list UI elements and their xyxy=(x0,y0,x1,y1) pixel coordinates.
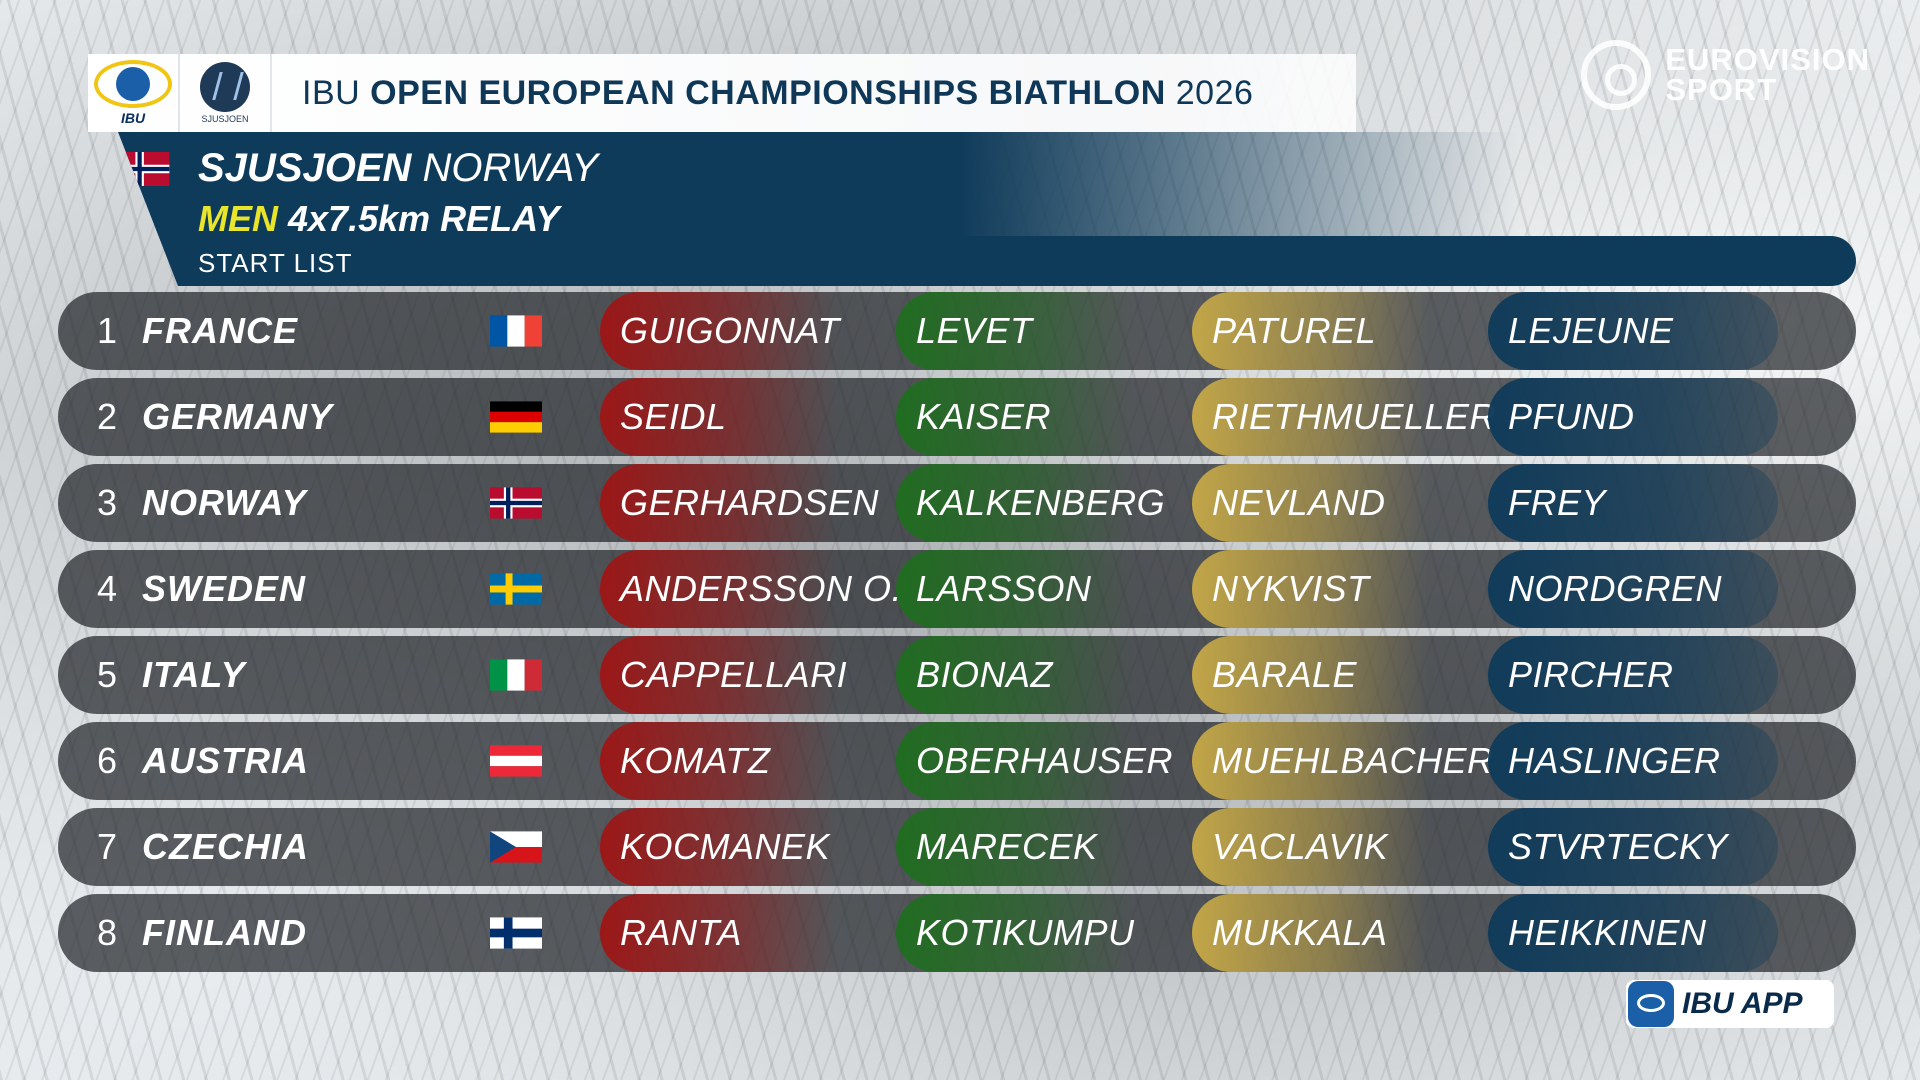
event-location: SJUSJOEN NORWAY xyxy=(198,146,598,191)
sweden-flag-icon xyxy=(490,573,542,605)
team-position: 6 xyxy=(96,740,118,781)
team-position: 3 xyxy=(96,482,118,523)
event-distance: 4x7.5km xyxy=(288,198,431,239)
ibu-app-icon xyxy=(1628,981,1674,1027)
team-position: 1 xyxy=(96,310,118,351)
broadcaster-line-1: EUROVISION xyxy=(1665,42,1870,77)
team-row: 5 ITALY CAPPELLARI BIONAZ BARALE PIRCHER xyxy=(58,636,1856,714)
leg-3-athlete: BARALE xyxy=(1192,636,1488,714)
title-main: OPEN EUROPEAN CHAMPIONSHIPS BIATHLON xyxy=(370,73,1166,112)
france-flag-icon xyxy=(490,315,542,347)
leg-2-athlete: OBERHAUSER xyxy=(896,722,1192,800)
leg-3-athlete: PATUREL xyxy=(1192,292,1488,370)
championship-title: IBU OPEN EUROPEAN CHAMPIONSHIPS BIATHLON… xyxy=(302,74,1253,113)
team-row: 6 AUSTRIA KOMATZ OBERHAUSER MUEHLBACHER HASLI… xyxy=(58,722,1856,800)
leg-1-athlete: KOMATZ xyxy=(600,722,896,800)
event-city: SJUSJOEN xyxy=(198,146,412,190)
leg-4-athlete: HEIKKINEN xyxy=(1488,894,1778,972)
team-nation: FRANCE xyxy=(142,310,298,351)
team-nation: AUSTRIA xyxy=(142,740,309,781)
team-position: 7 xyxy=(96,826,118,867)
team-nation: FINLAND xyxy=(142,912,307,953)
team-position: 4 xyxy=(96,568,118,609)
norway-flag-icon xyxy=(490,487,542,519)
leg-4-athlete: STVRTECKY xyxy=(1488,808,1778,886)
venue-logo: SJUSJOEN xyxy=(180,54,272,132)
start-list-table: 1 FRANCE GUIGONNAT LEVET PATUREL LEJEUNE 2 GERM… xyxy=(58,292,1856,980)
austria-flag-icon xyxy=(490,745,542,777)
ibu-logo-text: IBU xyxy=(120,110,146,126)
eurovision-icon xyxy=(1581,40,1652,110)
venue-logo-text: SJUSJOEN xyxy=(201,114,249,124)
ibu-app-label: IBU APP xyxy=(1682,987,1803,1020)
leg-2-athlete: MARECEK xyxy=(896,808,1192,886)
event-discipline-name: RELAY xyxy=(440,198,560,239)
leg-1-athlete: GERHARDSEN xyxy=(600,464,896,542)
leg-1-athlete: ANDERSSON O. xyxy=(600,550,902,628)
leg-2-athlete: LARSSON xyxy=(896,550,1192,628)
leg-2-athlete: LEVET xyxy=(896,292,1192,370)
team-position: 8 xyxy=(96,912,118,953)
leg-1-athlete: CAPPELLARI xyxy=(600,636,896,714)
team-nation: ITALY xyxy=(142,654,246,695)
title-prefix: IBU xyxy=(302,73,361,112)
event-country: NORWAY xyxy=(422,146,599,190)
team-row: 3 NORWAY GERHARDSEN KALKENBERG NEVLAND FREY xyxy=(58,464,1856,542)
championship-title-bar: IBU SJUSJOEN IBU OPEN EUROPEAN CHAMPIONS… xyxy=(88,54,1356,132)
team-row: 8 FINLAND RANTA KOTIKUMPU MUKKALA HEIKKINEN xyxy=(58,894,1856,972)
biathlete-icon xyxy=(200,62,250,112)
team-row: 4 SWEDEN ANDERSSON O. LARSSON NYKVIST NORDGRE… xyxy=(58,550,1856,628)
leg-3-athlete: MUKKALA xyxy=(1192,894,1488,972)
team-nation: NORWAY xyxy=(142,482,307,523)
title-year: 2026 xyxy=(1175,73,1254,112)
ibu-logo: IBU xyxy=(88,54,180,132)
leg-3-athlete: NEVLAND xyxy=(1192,464,1488,542)
team-row: 7 CZECHIA KOCMANEK MARECEK VACLAVIK STVRTECKY xyxy=(58,808,1856,886)
ibu-app-badge: IBU APP xyxy=(1626,980,1834,1028)
team-nation: GERMANY xyxy=(142,396,334,437)
ibu-ring-icon xyxy=(94,60,172,108)
event-gender: MEN xyxy=(198,198,278,239)
team-nation: CZECHIA xyxy=(142,826,309,867)
team-position: 5 xyxy=(96,654,118,695)
germany-flag-icon xyxy=(490,401,542,433)
leg-3-athlete: RIETHMUELLER xyxy=(1192,378,1496,456)
norway-flag-icon xyxy=(122,152,170,186)
leg-2-athlete: KALKENBERG xyxy=(896,464,1192,542)
leg-4-athlete: PIRCHER xyxy=(1488,636,1778,714)
broadcaster-line-2: SPORT xyxy=(1665,72,1778,107)
leg-4-athlete: HASLINGER xyxy=(1488,722,1778,800)
leg-4-athlete: FREY xyxy=(1488,464,1778,542)
team-position: 2 xyxy=(96,396,118,437)
leg-4-athlete: NORDGREN xyxy=(1488,550,1778,628)
finland-flag-icon xyxy=(490,917,542,949)
leg-4-athlete: PFUND xyxy=(1488,378,1778,456)
eurovision-sport-logo: EUROVISION SPORT xyxy=(1581,40,1870,110)
leg-2-athlete: BIONAZ xyxy=(896,636,1192,714)
leg-4-athlete: LEJEUNE xyxy=(1488,292,1778,370)
leg-3-athlete: MUEHLBACHER xyxy=(1192,722,1493,800)
leg-2-athlete: KAISER xyxy=(896,378,1192,456)
team-row: 2 GERMANY SEIDL KAISER RIETHMUELLER PFUND xyxy=(58,378,1856,456)
leg-3-athlete: NYKVIST xyxy=(1192,550,1488,628)
leg-1-athlete: GUIGONNAT xyxy=(600,292,896,370)
list-type: START LIST xyxy=(198,248,353,278)
leg-1-athlete: KOCMANEK xyxy=(600,808,896,886)
team-row: 1 FRANCE GUIGONNAT LEVET PATUREL LEJEUNE xyxy=(58,292,1856,370)
event-header-panel: SJUSJOEN NORWAY MEN 4x7.5km RELAY START … xyxy=(118,132,1856,286)
czechia-flag-icon xyxy=(490,831,542,863)
leg-1-athlete: RANTA xyxy=(600,894,896,972)
team-nation: SWEDEN xyxy=(142,568,307,609)
leg-2-athlete: KOTIKUMPU xyxy=(896,894,1192,972)
leg-1-athlete: SEIDL xyxy=(600,378,896,456)
event-discipline: MEN 4x7.5km RELAY xyxy=(198,198,560,240)
italy-flag-icon xyxy=(490,659,542,691)
leg-3-athlete: VACLAVIK xyxy=(1192,808,1488,886)
